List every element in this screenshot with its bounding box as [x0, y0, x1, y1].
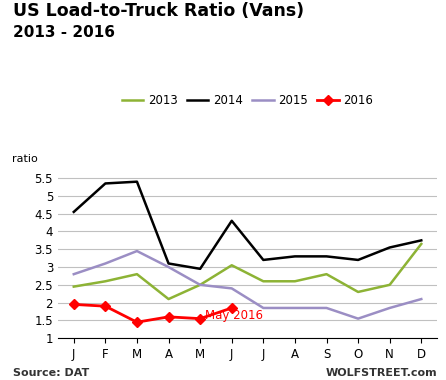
Text: May 2016: May 2016	[205, 309, 263, 322]
Legend: 2013, 2014, 2015, 2016: 2013, 2014, 2015, 2016	[117, 89, 378, 112]
Text: Source: DAT: Source: DAT	[13, 368, 90, 378]
Text: 2013 - 2016: 2013 - 2016	[13, 25, 116, 40]
Text: US Load-to-Truck Ratio (Vans): US Load-to-Truck Ratio (Vans)	[13, 2, 305, 20]
Text: ratio: ratio	[12, 154, 38, 164]
Text: WOLFSTREET.com: WOLFSTREET.com	[326, 368, 437, 378]
